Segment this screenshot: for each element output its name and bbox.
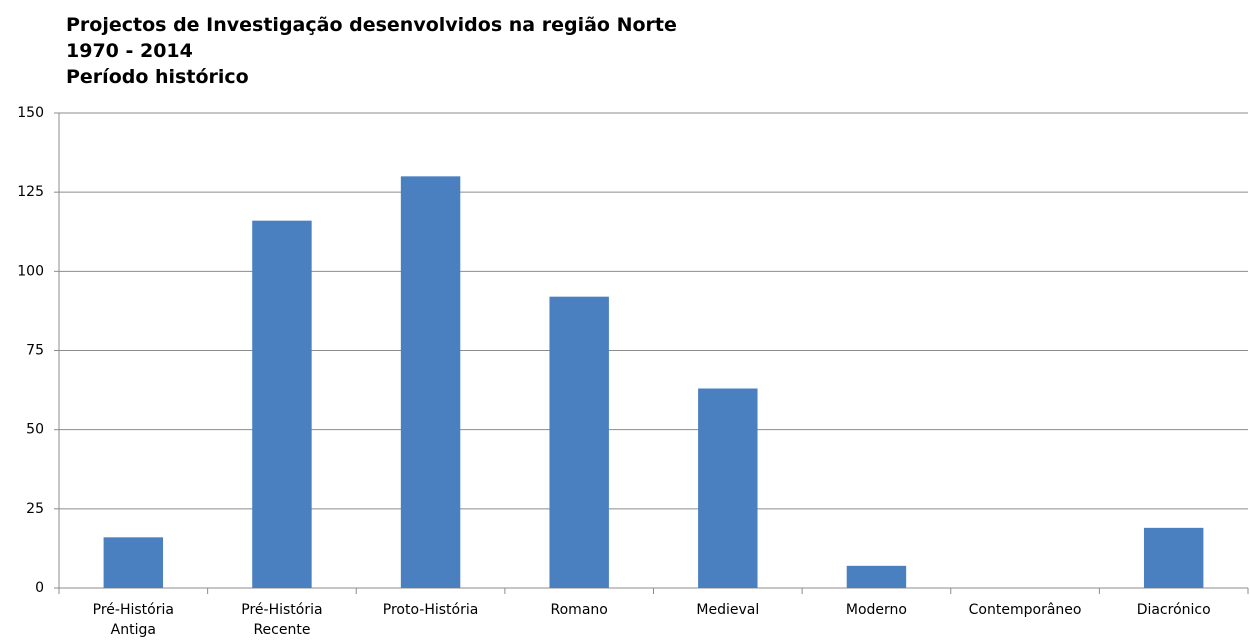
y-tick-label: 125 bbox=[17, 184, 44, 200]
chart-subtitle: Período histórico bbox=[66, 66, 249, 88]
x-tick-label-box: Proto-História bbox=[382, 602, 479, 618]
x-tick-label: Pré-História Antiga bbox=[92, 602, 174, 638]
x-tick-label: Medieval bbox=[696, 602, 760, 618]
bar bbox=[846, 565, 907, 588]
x-tick-label-box: Pré-História Antiga bbox=[92, 602, 174, 638]
bar bbox=[1143, 527, 1204, 588]
bar bbox=[698, 388, 758, 588]
x-tick-label: Moderno bbox=[845, 602, 907, 618]
bar bbox=[400, 176, 461, 589]
bar bbox=[549, 296, 609, 588]
y-tick-label: 0 bbox=[35, 580, 44, 596]
y-tick-label: 25 bbox=[26, 501, 44, 517]
chart-subtitle: 1970 - 2014 bbox=[66, 40, 193, 62]
x-tick-label: Romano bbox=[550, 602, 608, 618]
x-tick-label-box: Contemporâneo bbox=[968, 602, 1082, 618]
x-tick-label-box: Medieval bbox=[696, 602, 760, 618]
bar bbox=[103, 537, 164, 588]
x-tick-label-box: Romano bbox=[550, 602, 608, 618]
y-tick-label: 50 bbox=[26, 422, 44, 438]
chart-title: Projectos de Investigação desenvolvidos … bbox=[66, 14, 677, 36]
bar bbox=[252, 220, 312, 588]
x-tick-label-box: Diacrónico bbox=[1136, 602, 1211, 618]
x-tick-label: Pré-História Recente bbox=[241, 602, 323, 638]
x-tick-label: Proto-História bbox=[382, 602, 479, 618]
x-tick-label-box: Pré-História Recente bbox=[241, 602, 323, 638]
x-tick-label: Diacrónico bbox=[1136, 602, 1211, 618]
x-tick-label: Contemporâneo bbox=[968, 602, 1082, 618]
y-tick-label: 150 bbox=[17, 105, 44, 121]
y-tick-label: 100 bbox=[17, 263, 44, 279]
y-tick-label: 75 bbox=[26, 343, 44, 359]
x-tick-label-box: Moderno bbox=[845, 602, 907, 618]
